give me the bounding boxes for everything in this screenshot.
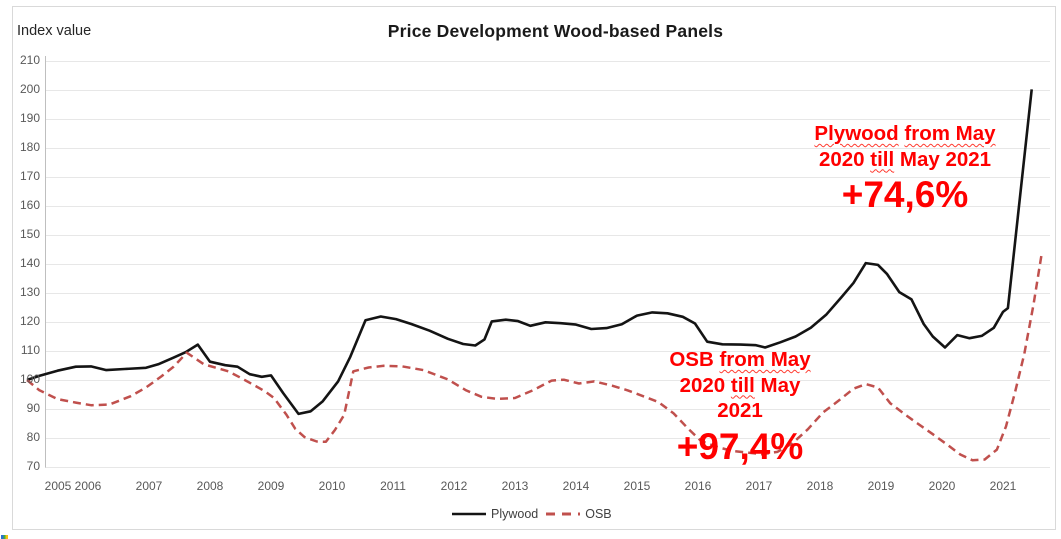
y-tick-label: 140 bbox=[19, 256, 40, 270]
y-tick-label: 200 bbox=[19, 82, 40, 96]
plywood-line-swatch-icon bbox=[452, 512, 486, 516]
y-tick-label: 70 bbox=[26, 459, 40, 473]
x-tick-label: 2020 bbox=[928, 479, 956, 493]
annotation-line: OSB from May bbox=[669, 348, 811, 371]
legend-plywood-label: Plywood bbox=[491, 507, 539, 521]
x-tick-label: 2010 bbox=[318, 479, 346, 493]
osb-dashed-line-swatch-icon bbox=[546, 512, 581, 516]
plywood-annotation: Plywood from May 2020 till May 2021 +74,6… bbox=[793, 121, 1017, 215]
y-tick-label: 210 bbox=[19, 53, 40, 67]
osb-annotation-text: OSB from May 2020 till May 2021 bbox=[638, 347, 842, 424]
plywood-annotation-text: Plywood from May 2020 till May 2021 bbox=[793, 121, 1017, 172]
x-tick-label: 2011 bbox=[380, 479, 406, 493]
chart-title: Price Development Wood-based Panels bbox=[387, 21, 724, 41]
legend-osb-label: OSB bbox=[585, 507, 612, 521]
y-tick-label: 110 bbox=[20, 343, 40, 357]
bottom-left-artifact bbox=[1, 535, 8, 539]
osb-line-series bbox=[26, 251, 1044, 462]
y-tick-label: 190 bbox=[19, 111, 40, 125]
x-tick-label: 2014 bbox=[562, 479, 590, 493]
x-tick-label: 2018 bbox=[806, 479, 834, 493]
x-tick-label: 2016 bbox=[684, 479, 712, 493]
x-tick-label: 2019 bbox=[867, 479, 895, 493]
y-tick-label: 180 bbox=[19, 140, 40, 154]
y-tick-label: 130 bbox=[19, 285, 40, 299]
plywood-annotation-percent: +74,6% bbox=[841, 174, 969, 215]
y-tick-label: 120 bbox=[19, 314, 40, 328]
legend: Plywood OSB bbox=[452, 504, 612, 524]
x-tick-label: 2017 bbox=[745, 479, 773, 493]
annotation-line: Plywood from May bbox=[814, 122, 996, 145]
y-tick-label: 170 bbox=[19, 169, 40, 183]
y-axis-title: Index value bbox=[17, 23, 92, 39]
x-tick-label: 2008 bbox=[196, 479, 224, 493]
x-tick-label: 2013 bbox=[501, 479, 529, 493]
y-tick-label: 80 bbox=[26, 430, 40, 444]
legend-item-osb: OSB bbox=[546, 507, 612, 521]
y-tick-label: 150 bbox=[19, 227, 40, 241]
x-tick-label: 2021 bbox=[989, 479, 1017, 493]
osb-annotation-percent: +97,4% bbox=[676, 425, 804, 467]
y-tick-label: 160 bbox=[19, 198, 40, 212]
legend-item-plywood: Plywood bbox=[452, 507, 538, 521]
x-tick-label: 2006 bbox=[74, 479, 102, 493]
y-tick-label: 100 bbox=[19, 372, 40, 386]
plywood-line-series bbox=[26, 89, 1033, 416]
annotation-line: 2021 bbox=[717, 399, 763, 422]
annotation-line: 2020 till May 2021 bbox=[818, 147, 992, 171]
annotation-line: 2020 till May bbox=[679, 373, 801, 397]
y-tick-label: 90 bbox=[26, 401, 40, 415]
x-tick-label: 2009 bbox=[257, 479, 285, 493]
x-tick-label: 2007 bbox=[135, 479, 163, 493]
x-tick-label: 2015 bbox=[623, 479, 651, 493]
x-tick-label: 2012 bbox=[440, 479, 468, 493]
osb-annotation: OSB from May 2020 till May 2021 +97,4% bbox=[638, 347, 842, 467]
x-tick-label: 2005 bbox=[44, 479, 72, 493]
